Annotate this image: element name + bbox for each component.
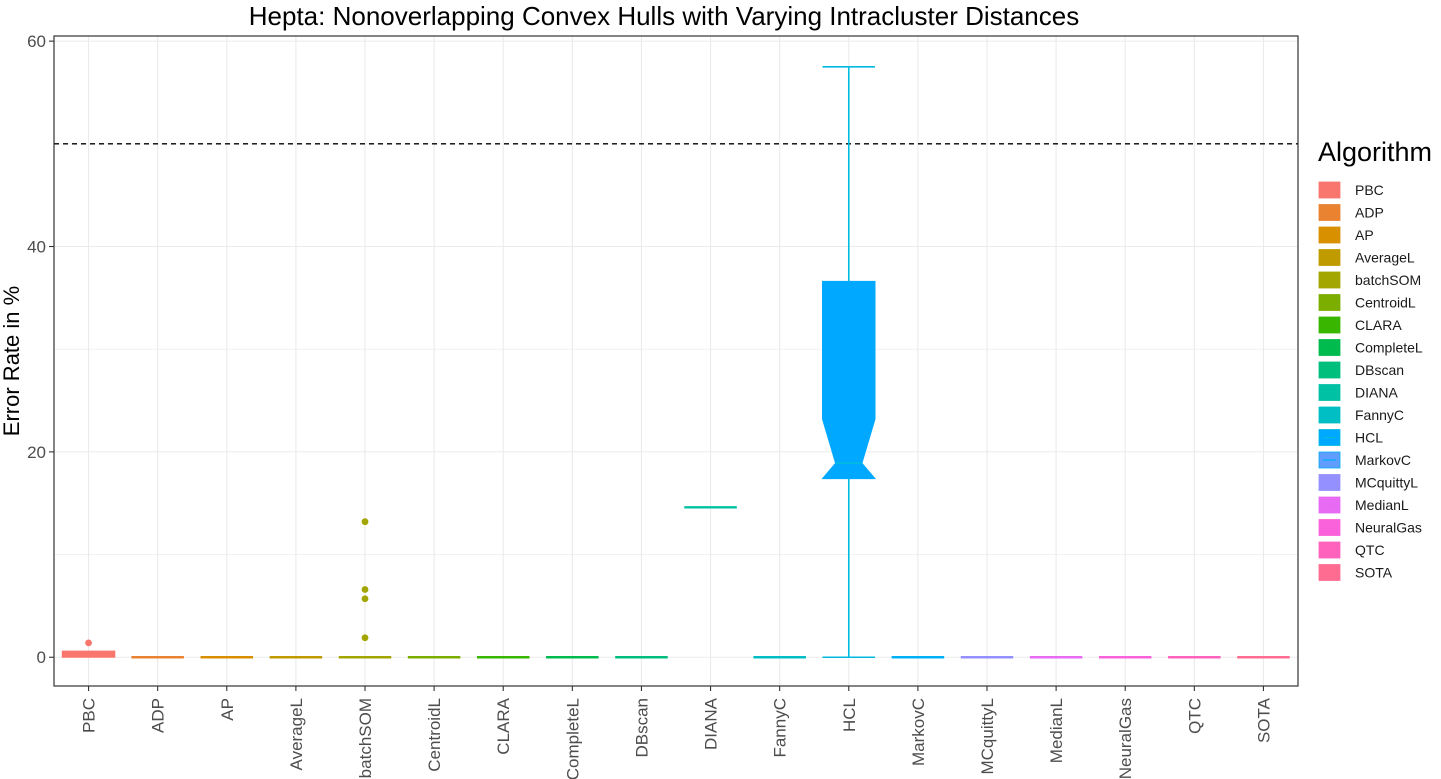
legend-label: DBscan — [1355, 362, 1404, 378]
legend-label: MCquittyL — [1355, 475, 1418, 491]
y-tick-label: 40 — [27, 238, 46, 257]
legend-item-averagel[interactable]: AverageL — [1318, 249, 1415, 266]
x-tick-label: NeuralGas — [1116, 698, 1135, 779]
legend-item-adp[interactable]: ADP — [1318, 204, 1384, 221]
legend-title: Algorithm — [1318, 137, 1432, 167]
legend-item-clara[interactable]: CLARA — [1318, 316, 1402, 334]
outlier-point — [361, 634, 369, 642]
legend[interactable]: PBC ADP AP AverageL batchSOM CentroidL CLARA Co… — [1318, 181, 1423, 581]
legend-item-qtc[interactable]: QTC — [1318, 541, 1385, 559]
box-hcl — [821, 66, 877, 659]
x-tick-label: HCL — [840, 698, 859, 732]
legend-label: NeuralGas — [1355, 520, 1422, 536]
legend-label: QTC — [1355, 542, 1385, 558]
legend-label: PBC — [1355, 182, 1384, 198]
x-tick-label: AverageL — [287, 698, 306, 770]
legend-label: MarkovC — [1355, 452, 1411, 468]
x-tick-label: batchSOM — [356, 698, 375, 778]
outlier-point — [361, 595, 369, 603]
legend-item-sota[interactable]: SOTA — [1318, 564, 1393, 581]
x-tick-label: CentroidL — [425, 698, 444, 772]
x-tick-label: PBC — [80, 698, 99, 733]
legend-item-markovc[interactable]: MarkovC — [1318, 451, 1411, 469]
legend-label: DIANA — [1355, 385, 1398, 401]
legend-item-batchsom[interactable]: batchSOM — [1318, 271, 1421, 289]
legend-label: batchSOM — [1355, 272, 1421, 288]
x-tick-label: AP — [218, 698, 237, 721]
chart-title: Hepta: Nonoverlapping Convex Hulls with … — [249, 1, 1079, 31]
box-pbc — [61, 639, 116, 658]
legend-item-pbc[interactable]: PBC — [1318, 181, 1384, 199]
legend-label: CLARA — [1355, 317, 1402, 333]
outlier-point — [361, 518, 369, 526]
x-tick-label: CLARA — [494, 697, 513, 754]
legend-label: AverageL — [1355, 250, 1415, 266]
outlier-point — [85, 639, 92, 647]
outlier-point — [361, 586, 369, 593]
y-axis-ticks: 0 20 40 60 — [27, 32, 54, 667]
x-tick-label: SOTA — [1254, 697, 1273, 743]
legend-item-mcquittyl[interactable]: MCquittyL — [1318, 474, 1418, 491]
x-tick-label: MedianL — [1047, 698, 1066, 763]
legend-item-fannyc[interactable]: FannyC — [1318, 406, 1404, 424]
legend-item-hcl[interactable]: HCL — [1318, 429, 1383, 446]
x-tick-label: DBscan — [632, 698, 651, 758]
legend-item-medianl[interactable]: MedianL — [1318, 496, 1409, 514]
legend-item-diana[interactable]: DIANA — [1318, 384, 1398, 401]
plot-frame — [53, 35, 1299, 687]
legend-label: CompleteL — [1355, 340, 1423, 356]
x-axis-ticks: PBC ADP AP AverageL batchSOM CentroidL CLARA Co… — [80, 686, 1273, 779]
x-tick-label: MarkovC — [909, 698, 928, 766]
legend-item-centroidl[interactable]: CentroidL — [1318, 294, 1416, 311]
legend-item-dbscan[interactable]: DBscan — [1318, 361, 1404, 379]
x-tick-label: QTC — [1185, 698, 1204, 734]
x-tick-label: CompleteL — [563, 698, 582, 779]
plot-panel — [54, 36, 1298, 686]
legend-item-neuralgas[interactable]: NeuralGas — [1318, 519, 1422, 536]
y-axis-title: Error Rate in % — [0, 286, 24, 436]
y-tick-label: 60 — [27, 32, 46, 51]
legend-label: AP — [1355, 227, 1374, 243]
legend-label: MedianL — [1355, 497, 1409, 513]
x-tick-label: FannyC — [771, 698, 790, 758]
legend-item-completel[interactable]: CompleteL — [1318, 339, 1423, 356]
y-tick-label: 0 — [37, 648, 46, 667]
legend-label: FannyC — [1355, 407, 1404, 423]
legend-label: ADP — [1355, 205, 1384, 221]
plot-background — [54, 36, 1298, 686]
box-series — [61, 66, 1290, 659]
plot-border — [53, 35, 1299, 687]
x-tick-label: DIANA — [702, 697, 721, 750]
legend-item-ap[interactable]: AP — [1318, 226, 1374, 244]
x-tick-label: MCquittyL — [978, 698, 997, 775]
legend-label: CentroidL — [1355, 295, 1416, 311]
legend-label: HCL — [1355, 430, 1383, 446]
y-tick-label: 20 — [27, 443, 46, 462]
legend-label: SOTA — [1355, 565, 1393, 581]
box-body — [821, 280, 877, 480]
box-batchsom — [338, 518, 392, 659]
x-tick-label: ADP — [149, 698, 168, 733]
